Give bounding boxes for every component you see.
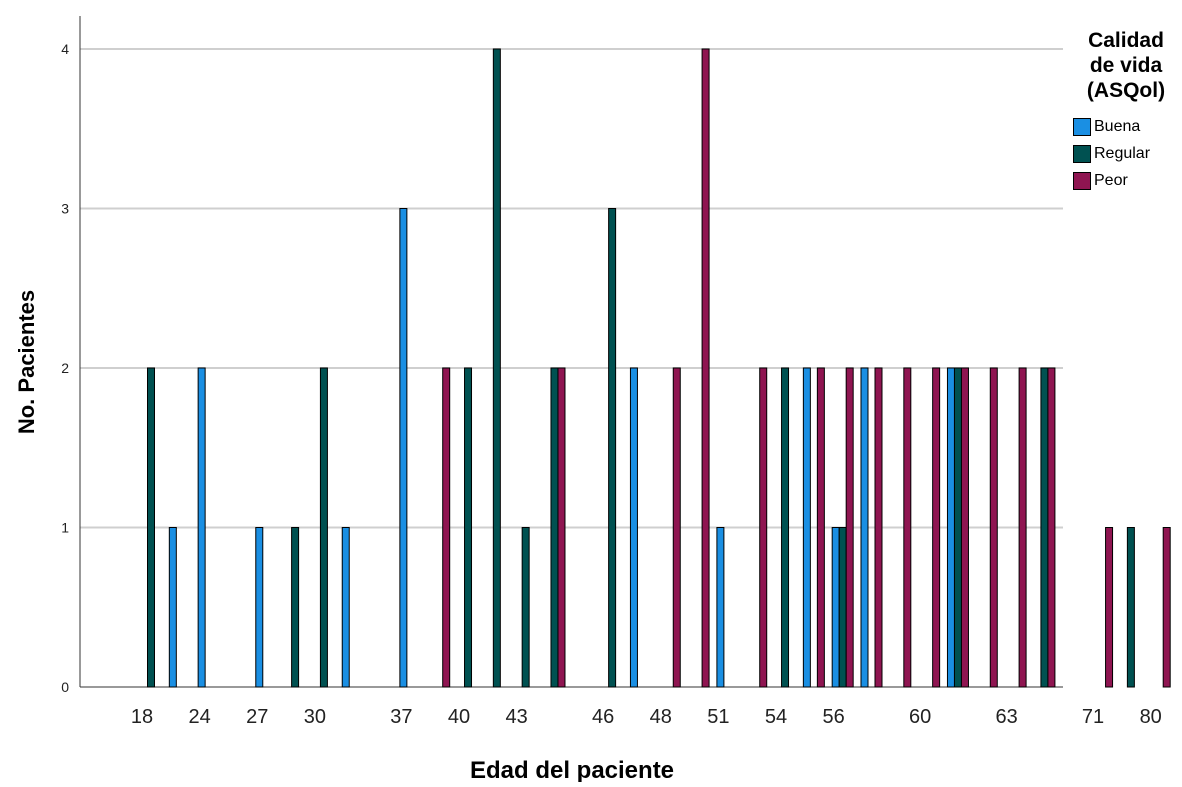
- bar: [319, 367, 328, 688]
- bar: [701, 48, 710, 688]
- bar: [557, 367, 566, 688]
- legend-swatch: [1073, 171, 1091, 190]
- bar: [1040, 367, 1049, 688]
- bar: [860, 367, 869, 688]
- bar: [781, 367, 790, 688]
- y-axis-title: No. Pacientes: [14, 290, 39, 434]
- bar: [1105, 527, 1114, 688]
- y-tick-label: 2: [61, 360, 69, 376]
- bar: [168, 527, 177, 688]
- legend: Calidad de vida (ASQol) Buena Regular Pe…: [1070, 28, 1182, 194]
- bar: [1047, 367, 1056, 688]
- legend-item-buena: Buena: [1070, 113, 1182, 140]
- bar: [903, 367, 912, 688]
- bar: [608, 208, 617, 688]
- y-tick-label: 0: [61, 679, 69, 695]
- legend-swatch: [1073, 144, 1091, 163]
- y-tick-label: 4: [61, 41, 69, 57]
- bar: [802, 367, 811, 688]
- bar: [1018, 367, 1027, 688]
- x-tick-label: 27: [246, 706, 268, 728]
- bar: [399, 208, 408, 688]
- bar: [953, 367, 962, 688]
- x-axis-title: Edad del paciente: [470, 757, 674, 782]
- x-tick-label: 80: [1140, 706, 1162, 728]
- legend-item-peor: Peor: [1070, 167, 1182, 194]
- bar: [550, 367, 559, 688]
- bar: [838, 527, 847, 688]
- bar: [1126, 527, 1135, 688]
- bar: [831, 527, 840, 688]
- legend-title-line: (ASQol): [1086, 79, 1166, 102]
- x-tick-label: 37: [390, 706, 412, 728]
- x-tick-label: 48: [650, 706, 672, 728]
- x-tick-label: 24: [189, 706, 211, 728]
- bar: [845, 367, 854, 688]
- y-tick-label: 3: [61, 201, 69, 217]
- legend-label: Buena: [1094, 117, 1141, 135]
- bar: [291, 527, 300, 688]
- bar: [672, 367, 681, 688]
- bar: [816, 367, 825, 688]
- legend-title-line: de vida: [1089, 54, 1163, 77]
- bar: [255, 527, 264, 688]
- legend-label: Peor: [1094, 171, 1128, 189]
- bar: [989, 367, 998, 688]
- bar: [442, 367, 451, 688]
- bar: [492, 48, 501, 688]
- x-tick-label: 71: [1082, 706, 1104, 728]
- x-tick-label: 43: [506, 706, 528, 728]
- bar: [960, 367, 969, 688]
- x-tick-label: 54: [765, 706, 787, 728]
- bar: [932, 367, 941, 688]
- bar: [521, 527, 530, 688]
- bar: [759, 367, 768, 688]
- bar: [341, 527, 350, 688]
- legend-label: Regular: [1094, 144, 1151, 162]
- legend-swatch: [1073, 117, 1091, 136]
- bar: [716, 527, 725, 688]
- bar: [197, 367, 206, 688]
- x-tick-label: 18: [131, 706, 153, 728]
- x-tick-label: 56: [823, 706, 845, 728]
- bar: [147, 367, 155, 688]
- x-tick-label: 60: [909, 706, 931, 728]
- bar: [464, 367, 473, 688]
- x-tick-label: 63: [995, 706, 1017, 728]
- legend-title: Calidad de vida (ASQol): [1070, 28, 1182, 103]
- bar: [629, 367, 638, 688]
- y-tick-label: 1: [61, 520, 69, 536]
- x-tick-label: 46: [592, 706, 614, 728]
- bar: [874, 367, 883, 688]
- bar: [946, 367, 955, 688]
- legend-title-line: Calidad: [1088, 29, 1164, 52]
- bar: [1162, 527, 1171, 688]
- x-tick-label: 30: [304, 706, 326, 728]
- x-tick-label: 51: [707, 706, 729, 728]
- legend-item-regular: Regular: [1070, 140, 1182, 167]
- x-tick-label: 40: [448, 706, 470, 728]
